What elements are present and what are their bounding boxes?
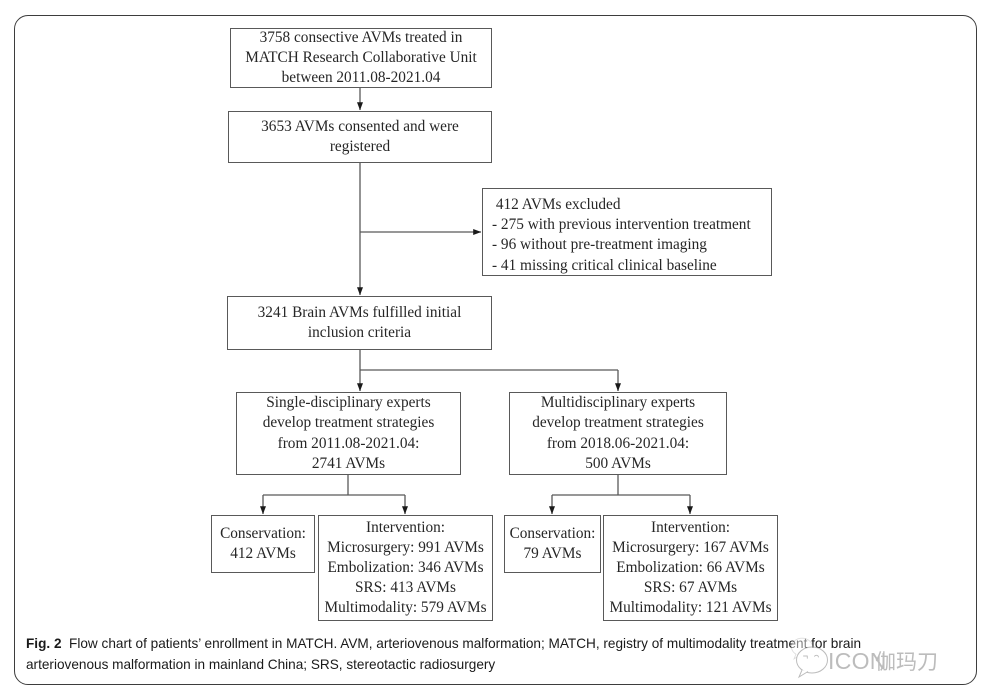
svg-text:伽玛刀: 伽玛刀 <box>875 651 938 674</box>
